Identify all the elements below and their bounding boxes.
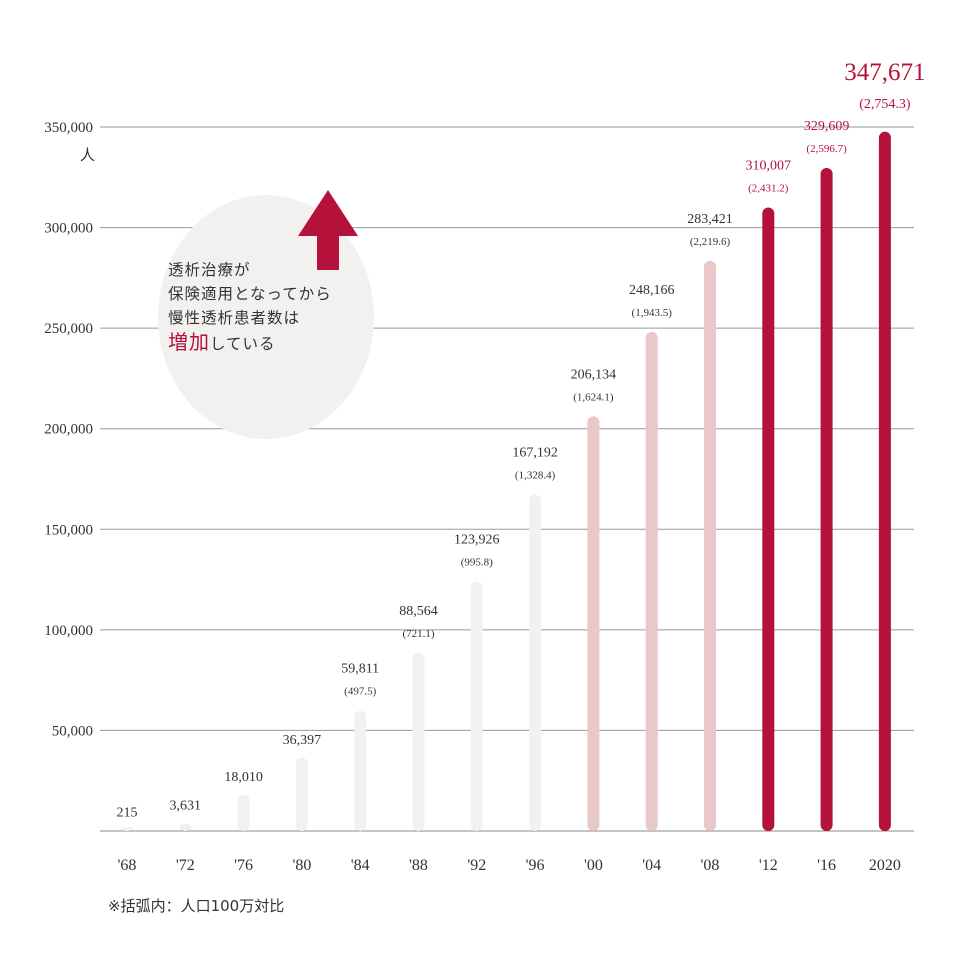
y-tick-label: 300,000 (44, 221, 93, 237)
x-tick-label: '68 (118, 857, 137, 874)
x-tick-label: 2020 (869, 857, 901, 874)
callout-line-1: 透析治療が (168, 261, 251, 279)
value-label: 88,564 (399, 604, 438, 619)
callout-text: 透析治療が 保険適用となってから 慢性透析患者数は 増加している (168, 258, 332, 356)
value-label: 18,010 (224, 770, 263, 785)
x-tick-label: '84 (351, 857, 370, 874)
x-tick-label: '72 (176, 857, 195, 874)
per-million-label: (2,754.3) (859, 97, 911, 112)
callout-line-4-rest: している (210, 335, 276, 353)
x-tick-label: '04 (642, 857, 661, 874)
per-million-label: (1,328.4) (515, 470, 556, 482)
bar (237, 794, 250, 831)
value-label: 3,631 (170, 799, 202, 814)
value-label: 283,421 (687, 212, 733, 227)
x-tick-label: '76 (234, 857, 253, 874)
x-tick-label: '96 (526, 857, 545, 874)
y-tick-label: 350,000 (44, 120, 93, 136)
value-labels: 215 3,631 18,010 36,397 59,811 (497.5) 88,564 (… (117, 59, 926, 821)
x-tick-labels: '68 '72 '76 '80 '84 '88 '92 '96 '00 '04 '08 '12 '16 2… (118, 857, 901, 874)
per-million-label: (721.1) (402, 628, 434, 640)
up-arrow-icon (298, 190, 358, 270)
y-tick-labels: 50,000 100,000 150,000 200,000 250,000 300,00… (44, 120, 93, 739)
x-tick-label: '12 (759, 857, 778, 874)
bar (295, 757, 308, 831)
per-million-label: (1,943.5) (632, 307, 673, 319)
y-axis-unit: 人 (80, 146, 95, 164)
per-million-label: (2,431.2) (748, 182, 789, 194)
x-tick-label: '00 (584, 857, 603, 874)
y-tick-label: 150,000 (44, 522, 93, 538)
bar (529, 494, 542, 831)
per-million-label: (2,596.7) (806, 143, 847, 155)
per-million-label: (2,219.6) (690, 236, 731, 248)
per-million-label: (1,624.1) (573, 391, 614, 403)
x-tick-label: '80 (292, 857, 311, 874)
bar (704, 260, 716, 831)
y-tick-label: 200,000 (44, 422, 93, 438)
x-tick-label: '92 (467, 857, 486, 874)
bar (878, 131, 891, 831)
value-label: 215 (117, 806, 138, 821)
bar (645, 331, 658, 831)
value-label: 59,811 (341, 662, 379, 677)
value-label: 206,134 (571, 367, 617, 382)
bar (762, 207, 775, 832)
y-tick-label: 50,000 (52, 723, 93, 739)
bar (179, 823, 192, 831)
bar (587, 416, 600, 831)
bars (121, 131, 891, 832)
bar (121, 827, 133, 831)
per-million-label: (995.8) (461, 557, 493, 569)
value-label: 36,397 (283, 733, 322, 748)
footnote: ※括弧内：人口100万対比 (108, 897, 285, 915)
bar (354, 710, 367, 831)
callout-line-2: 保険適用となってから (168, 285, 332, 303)
callout-line-3: 慢性透析患者数は (168, 309, 301, 327)
value-label: 248,166 (629, 283, 675, 298)
callout-emphasis: 増加 (168, 330, 210, 354)
value-label: 347,671 (844, 59, 925, 86)
bar (412, 652, 425, 831)
bar (820, 168, 833, 832)
value-label: 310,007 (746, 158, 792, 173)
value-label: 123,926 (454, 533, 500, 548)
y-tick-label: 100,000 (44, 623, 93, 639)
x-tick-label: '08 (701, 857, 720, 874)
per-million-label: (497.5) (344, 686, 376, 698)
bar (470, 581, 483, 831)
x-tick-label: '88 (409, 857, 428, 874)
y-tick-label: 250,000 (44, 321, 93, 337)
value-label: 167,192 (512, 446, 558, 461)
x-tick-label: '16 (817, 857, 836, 874)
callout-line-4: 増加している (168, 330, 332, 356)
value-label: 329,609 (804, 119, 850, 134)
